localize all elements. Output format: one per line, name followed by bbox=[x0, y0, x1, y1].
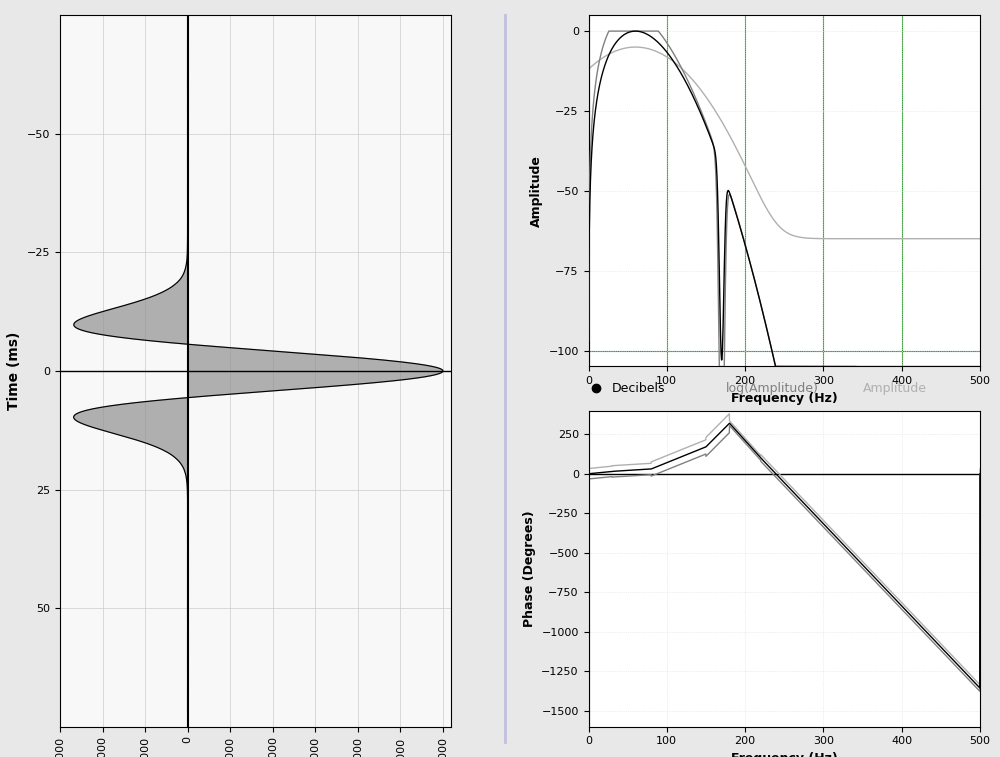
Text: log(Amplitude): log(Amplitude) bbox=[726, 382, 818, 395]
Y-axis label: Phase (Degrees): Phase (Degrees) bbox=[523, 510, 536, 627]
X-axis label: Frequency (Hz): Frequency (Hz) bbox=[731, 752, 838, 757]
X-axis label: Frequency (Hz): Frequency (Hz) bbox=[731, 392, 838, 405]
Y-axis label: Amplitude: Amplitude bbox=[530, 155, 543, 227]
Text: Decibels: Decibels bbox=[612, 382, 665, 395]
Y-axis label: Time (ms): Time (ms) bbox=[7, 332, 21, 410]
Text: Amplitude: Amplitude bbox=[863, 382, 927, 395]
